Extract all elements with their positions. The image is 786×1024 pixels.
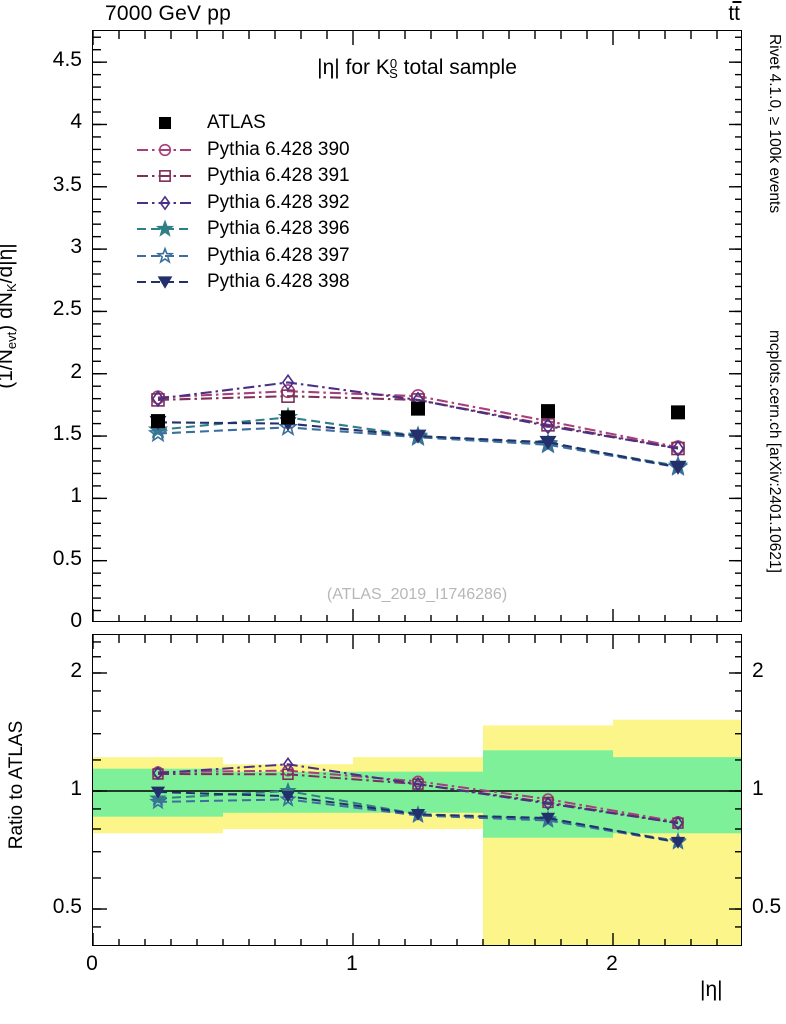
legend-item-label: Pythia 6.428 398 (207, 271, 350, 293)
main-y-tick-label: 4.5 (52, 48, 82, 72)
ratio-y-tick-label-right: 2 (752, 658, 764, 682)
marker-diamond (542, 796, 554, 811)
marker-triangle-down (670, 836, 686, 849)
t-bar-glyph: t (732, 1, 742, 25)
ratio-y-tick-label: 1 (70, 777, 82, 800)
marker-diamond (282, 756, 294, 772)
main-y-tick-label: 0.5 (52, 546, 82, 570)
marker-star-open (149, 792, 167, 810)
marker-star-filled (155, 219, 175, 237)
marker-diamond (152, 765, 164, 781)
legend-item[interactable]: Pythia 6.428 391 (137, 163, 350, 190)
ratio-y-tick-label: 2 (70, 658, 82, 682)
main-y-tick-label: 4 (70, 110, 82, 134)
mcplots-source-caption: mcplots.cern.ch [arXiv:2401.10621] (766, 330, 783, 573)
ratio-y-tick-label: 0.5 (52, 895, 82, 918)
marker-diamond (151, 390, 165, 408)
marker-filled-square (671, 405, 685, 420)
ratio-y-tick-label-right: 0.5 (752, 895, 782, 918)
marker-filled-square (541, 404, 555, 419)
main-y-tick-label: 2 (70, 359, 82, 383)
rivet-version-caption: Rivet 4.1.0, ≥ 100k events (766, 34, 783, 214)
marker-filled-square (411, 401, 425, 416)
x-axis-title: |η| (700, 978, 723, 1001)
main-y-tick-label: 2.5 (52, 297, 82, 321)
legend-item-label: Pythia 6.428 397 (207, 244, 350, 266)
ratio-y-tick-label-right: 1 (752, 777, 764, 800)
plot-title: |η| for K0S total sample (317, 55, 517, 82)
legend-item[interactable]: Pythia 6.428 390 (137, 137, 350, 164)
x-tick-label: 2 (606, 952, 618, 975)
marker-circle (158, 143, 172, 156)
main-y-tick-label: 3 (70, 235, 82, 259)
marker-diamond (159, 195, 171, 211)
x-tick-label: 0 (86, 952, 98, 975)
ratio-y-axis-title: Ratio to ATLAS (6, 720, 27, 850)
legend-item-label: Pythia 6.428 390 (207, 138, 350, 160)
marker-triangle-down (540, 812, 556, 825)
legend-key-filled-square-icon (137, 113, 193, 133)
legend-item[interactable]: Pythia 6.428 398 (137, 269, 350, 296)
marker-filled-square (158, 117, 172, 130)
marker-filled-square (151, 414, 165, 429)
marker-diamond (281, 373, 295, 392)
legend: ATLAS Pythia 6.428 390 Pythia 6.428 391 Pyt… (137, 110, 350, 296)
marker-triangle-down (409, 429, 427, 444)
ratio-plot-area (93, 635, 741, 945)
legend-item[interactable]: Pythia 6.428 397 (137, 243, 350, 270)
marker-triangle-down (539, 435, 557, 450)
main-plot-svg (93, 31, 741, 621)
marker-triangle-down (280, 790, 296, 803)
legend-key-square-icon (137, 166, 193, 186)
marker-star-open (155, 246, 175, 264)
series-pythia-6-428-397 (147, 416, 689, 476)
main-y-tick-label: 1 (70, 484, 82, 508)
ratio-series-pythia-6-428-392 (152, 756, 684, 831)
series-pythia-6-428-398 (149, 415, 687, 475)
marker-triangle-down (150, 786, 166, 799)
legend-item-label: ATLAS (207, 112, 266, 134)
analysis-watermark: (ATLAS_2019_I1746286) (326, 586, 508, 603)
legend-item[interactable]: Pythia 6.428 396 (137, 216, 350, 243)
ratio-plot-panel (92, 634, 742, 946)
marker-square (159, 170, 171, 183)
header-left-label: 7000 GeV pp (105, 2, 231, 25)
legend-key-star-filled-icon (137, 219, 193, 239)
x-tick-label: 1 (346, 952, 358, 975)
marker-filled-square (281, 410, 295, 425)
main-y-tick-label: 0 (70, 609, 82, 632)
series-atlas-reference (151, 401, 685, 429)
legend-item-label: Pythia 6.428 396 (207, 218, 350, 240)
marker-triangle-down (157, 276, 173, 289)
main-y-tick-label: 1.5 (52, 422, 82, 446)
ratio-series-pythia-6-428-398 (150, 786, 686, 849)
legend-item-label: Pythia 6.428 392 (207, 191, 350, 213)
main-plot-panel (92, 30, 742, 622)
legend-key-diamond-icon (137, 193, 193, 213)
marker-diamond (412, 776, 424, 792)
legend-key-circle-icon (137, 140, 193, 160)
marker-diamond (672, 815, 684, 831)
legend-key-star-open-icon (137, 246, 193, 266)
marker-star-open (147, 422, 169, 443)
uncertainty-band-inner (93, 750, 741, 838)
main-plot-area (93, 31, 741, 621)
marker-triangle-down (410, 808, 426, 821)
main-y-axis-title: (1/Nevt) dNK/d|η| (0, 243, 20, 389)
main-y-tick-label: 3.5 (52, 172, 82, 196)
legend-item[interactable]: Pythia 6.428 392 (137, 190, 350, 217)
legend-key-triangle-down-icon (137, 272, 193, 292)
marker-triangle-down (669, 460, 687, 475)
ratio-plot-svg (93, 635, 741, 945)
legend-item-label: Pythia 6.428 391 (207, 165, 350, 187)
legend-item[interactable]: ATLAS (137, 110, 350, 137)
